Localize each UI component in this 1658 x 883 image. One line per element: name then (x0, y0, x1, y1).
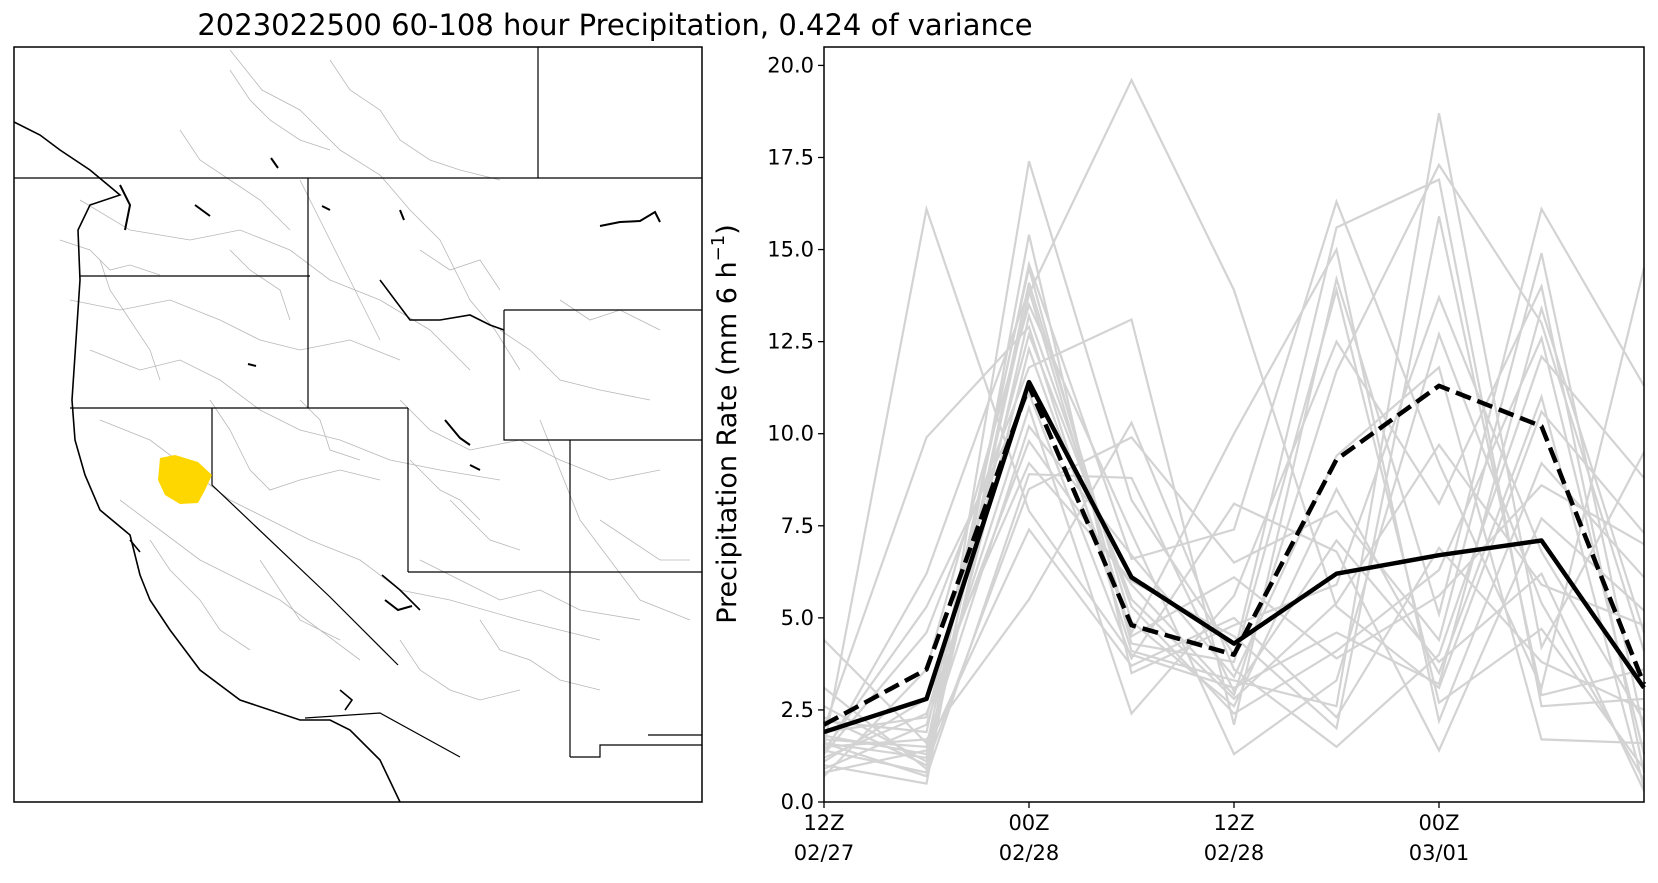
y-tick-label: 0.0 (781, 790, 814, 814)
x-axis-ticks: 12Z 02/27 00Z 02/28 12Z 02/28 00Z 03/01 (794, 802, 1470, 865)
x-tick-date-label: 02/27 (794, 841, 855, 865)
ensemble-lines (822, 77, 1646, 792)
basin-boundaries (59, 49, 691, 701)
y-tick-label: 5.0 (781, 606, 814, 630)
x-tick-time-label: 12Z (1213, 811, 1254, 835)
ensemble-member-line (822, 204, 1646, 748)
x-tick-time-label: 00Z (1418, 811, 1459, 835)
ensemble-member-line (823, 390, 1645, 753)
highlight-lines (822, 379, 1647, 735)
x-tick-date-label: 03/01 (1409, 841, 1470, 865)
y-tick-label: 7.5 (781, 514, 814, 538)
y-tick-label: 20.0 (767, 53, 814, 77)
y-tick-label: 12.5 (767, 330, 814, 354)
ensemble-member-line (823, 286, 1645, 755)
lakes (119, 157, 661, 612)
solid-series-line (823, 379, 1646, 735)
ensemble-member-line (823, 234, 1645, 785)
y-tick-label: 15.0 (767, 238, 814, 262)
ensemble-member-line (823, 365, 1645, 746)
map-background (14, 47, 702, 802)
x-tick-time-label: 12Z (803, 811, 844, 835)
x-tick-date-label: 02/28 (1204, 841, 1265, 865)
y-tick-label: 10.0 (767, 422, 814, 446)
y-axis-label: Precipitation Rate (mm 6 h−1) (708, 224, 743, 624)
highlighted-basin (158, 455, 212, 504)
y-tick-label: 2.5 (781, 698, 814, 722)
dashed-series-line (822, 383, 1647, 727)
map-panel (14, 47, 702, 802)
ensemble-member-line (823, 473, 1645, 792)
figure-title: 2023022500 60-108 hour Precipitation, 0.… (197, 8, 1033, 42)
precipitation-chart: 0.0 2.5 5.0 7.5 10.0 12.5 15.0 17.5 20.0 12Z 02/2… (708, 46, 1647, 865)
ensemble-member-line (823, 354, 1645, 749)
y-tick-label: 17.5 (767, 145, 814, 169)
x-tick-date-label: 02/28 (999, 841, 1060, 865)
ensemble-member-line (823, 301, 1645, 781)
ensemble-member-line (823, 282, 1646, 788)
coastline (14, 121, 505, 802)
y-axis-ticks: 0.0 2.5 5.0 7.5 10.0 12.5 15.0 17.5 20.0 (767, 53, 824, 814)
state-borders (14, 47, 702, 758)
x-tick-time-label: 00Z (1008, 811, 1049, 835)
ensemble-member-line (823, 311, 1646, 771)
map-frame (13, 46, 703, 803)
